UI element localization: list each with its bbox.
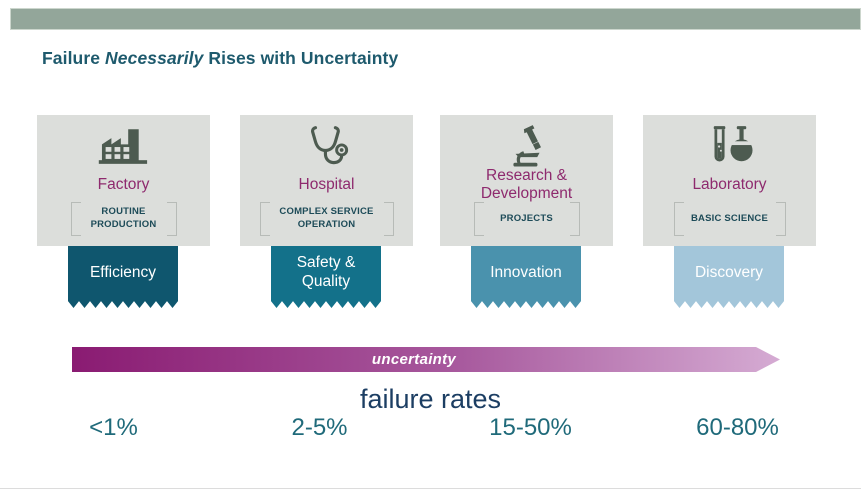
column-laboratory: Laboratory BASIC SCIENCE Discovery [643,115,816,315]
stethoscope-icon [240,122,413,170]
failure-rates-title: failure rates [359,384,502,414]
card-name: Factory [97,175,150,193]
title-italic: Necessarily [105,48,204,68]
factory-icon [37,122,210,170]
lab-glassware-icon [643,122,816,170]
failure-rate-research: 15-50% [489,414,572,441]
card-name: Research & Development [480,166,573,202]
category-bracket: BASIC SCIENCE [673,202,786,236]
banner-innovation: Innovation [471,246,581,308]
laboratory-card: Laboratory BASIC SCIENCE [643,115,816,246]
slide-title: Failure Necessarily Rises with Uncertain… [42,48,398,69]
card-name: Hospital [298,175,355,193]
failure-rate-factory: <1% [89,414,138,441]
uncertainty-arrow: uncertainty [72,347,780,372]
bottom-divider [0,488,861,489]
uncertainty-label: uncertainty [371,351,457,368]
column-hospital: Hospital COMPLEX SERVICE OPERATION Safet… [240,115,413,315]
research-card: Research & Development PROJECTS [440,115,613,246]
column-factory: Factory ROUTINE PRODUCTION Efficiency [37,115,210,315]
category-bracket: ROUTINE PRODUCTION [70,202,177,236]
top-accent-bar [10,8,861,30]
title-suffix: Rises with Uncertainty [203,48,399,68]
failure-rate-laboratory: 60-80% [696,414,779,441]
hospital-card: Hospital COMPLEX SERVICE OPERATION [240,115,413,246]
factory-card: Factory ROUTINE PRODUCTION [37,115,210,246]
banner-safety-quality: Safety & Quality [271,246,381,308]
banner-discovery: Discovery [674,246,784,308]
category-bracket: COMPLEX SERVICE OPERATION [259,202,394,236]
failure-rate-hospital: 2-5% [291,414,348,441]
title-prefix: Failure [42,48,106,68]
banner-efficiency: Efficiency [68,246,178,308]
microscope-icon [440,122,613,170]
category-bracket: PROJECTS [473,202,580,236]
column-research-development: Research & Development PROJECTS Innovati… [440,115,613,315]
card-name: Laboratory [692,175,767,193]
